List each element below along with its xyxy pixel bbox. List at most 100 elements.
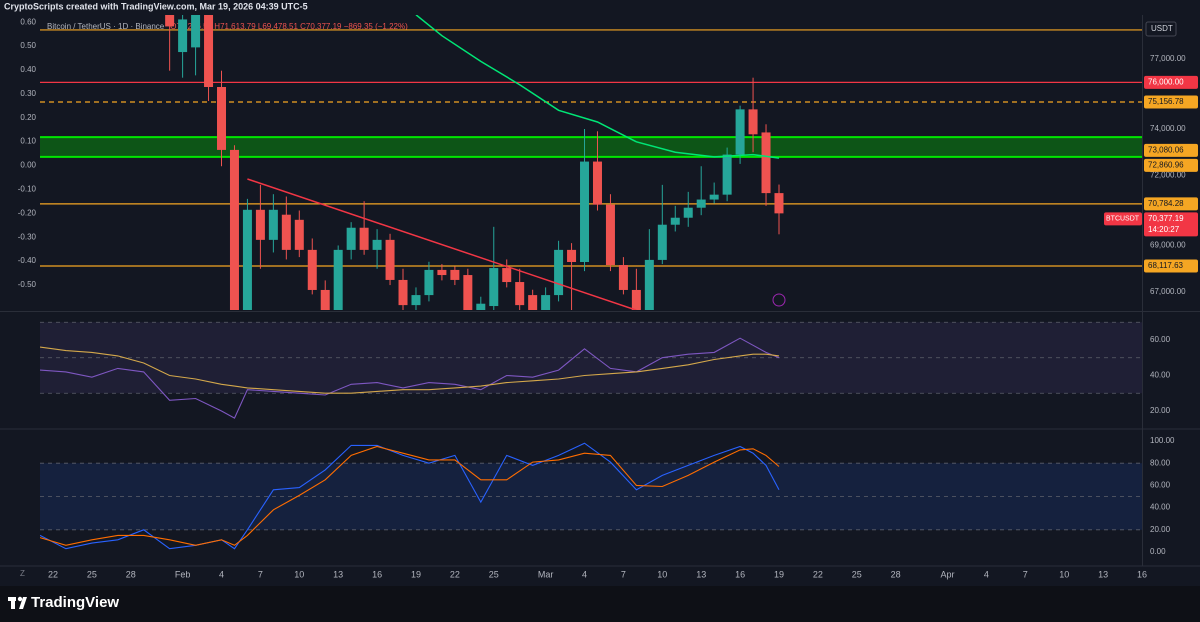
unit-box — [1145, 21, 1177, 37]
candle-body — [761, 132, 771, 194]
plot-area — [40, 15, 1142, 310]
band — [40, 322, 1142, 394]
x-tick-label: 28 — [126, 569, 136, 579]
y2-tick-label: -0.10 — [18, 184, 37, 193]
x-tick-label: Feb — [175, 569, 191, 579]
x-tick-label: 28 — [891, 569, 901, 579]
candle-body — [294, 219, 304, 250]
y2-tick-label: -0.50 — [18, 280, 37, 289]
x-tick-label: 10 — [1059, 569, 1069, 579]
price-label-box — [1144, 212, 1198, 237]
price-label: 72,860.96 — [1148, 160, 1184, 169]
candle-body — [683, 207, 693, 218]
candle-body — [165, 15, 175, 27]
trendline — [247, 178, 637, 310]
candle-body — [722, 154, 732, 195]
countdown: 14:20:27 — [1148, 225, 1180, 234]
candle-body — [359, 227, 369, 250]
price-label-box — [1144, 197, 1198, 211]
candle-body — [644, 259, 654, 310]
candle-body — [307, 249, 317, 290]
candle-body — [774, 193, 784, 214]
candle-body — [696, 199, 706, 208]
candle-body — [372, 239, 382, 250]
moving-average — [415, 15, 780, 159]
candle-body — [567, 249, 577, 262]
logo-shape — [11, 597, 15, 609]
candle-body — [476, 303, 486, 310]
x-tick-label: 4 — [582, 569, 587, 579]
y2-tick-label: 0.20 — [20, 113, 36, 122]
candle-body — [463, 275, 473, 310]
candle-body — [528, 295, 538, 310]
y2-tick-label: -0.40 — [18, 256, 37, 265]
x-tick-label: 7 — [1023, 569, 1028, 579]
y-tick-label: 69,000.00 — [1150, 241, 1186, 250]
candle-body — [541, 295, 551, 310]
y-tick-label: 60.00 — [1150, 481, 1171, 490]
candle-body — [268, 209, 278, 240]
candle-body — [709, 194, 719, 200]
x-tick-label: 25 — [489, 569, 499, 579]
y-unit: USDT — [1151, 24, 1173, 33]
y-tick-label: 20.00 — [1150, 525, 1171, 534]
x-tick-label: 22 — [813, 569, 823, 579]
y-tick-label: 72,000.00 — [1150, 171, 1186, 180]
y-tick-label: 0.00 — [1150, 547, 1166, 556]
y-tick-label: 67,000.00 — [1150, 287, 1186, 296]
footer-logo — [8, 596, 27, 609]
y2-tick-label: 0.50 — [20, 41, 36, 50]
price-label: 70,377.19 — [1148, 214, 1184, 223]
y-tick-label: 74,000.00 — [1150, 124, 1186, 133]
price-label: 68,117.63 — [1148, 261, 1184, 270]
x-tick-label: 16 — [1137, 569, 1147, 579]
candle-body — [670, 217, 680, 225]
candle-body — [333, 249, 343, 310]
symbol-title: Bitcoin / TetherUS · 1D · Binance — [47, 22, 165, 31]
price-label-box — [1144, 158, 1198, 172]
candle-body — [385, 239, 395, 280]
candle-body — [631, 289, 641, 310]
price-label-box — [1144, 143, 1198, 157]
x-tick-label: 22 — [48, 569, 58, 579]
candle-body — [657, 224, 667, 260]
y2-tick-label: 0.60 — [20, 17, 36, 26]
x-tick-label: 25 — [87, 569, 97, 579]
logo-shape — [17, 596, 23, 602]
candle-body — [204, 15, 214, 88]
y-tick-label: 100.00 — [1150, 436, 1175, 445]
candle-body — [424, 269, 434, 296]
x-tick-label: 13 — [1098, 569, 1108, 579]
x-tick-label: 16 — [735, 569, 745, 579]
candle-body — [580, 161, 590, 262]
band — [40, 463, 1142, 530]
x-tick-label: 7 — [621, 569, 626, 579]
candle-body — [489, 268, 499, 307]
y2-tick-label: 0.30 — [20, 89, 36, 98]
zoom-button[interactable]: Z — [20, 569, 25, 578]
indicator-line — [40, 445, 780, 546]
candle-body — [191, 15, 201, 48]
candle-body — [398, 279, 408, 306]
candle-body — [735, 109, 745, 155]
ohlc-values: O71,246.54 H71,613.79 L69,478.51 C70,377… — [170, 22, 408, 31]
x-tick-label: 16 — [372, 569, 382, 579]
candle-body — [502, 268, 512, 283]
candle-body — [592, 161, 602, 205]
x-tick-label: 10 — [657, 569, 667, 579]
logo-shape — [19, 597, 27, 609]
candle-body — [255, 209, 265, 240]
x-tick-label: 4 — [219, 569, 224, 579]
price-label-box — [1144, 95, 1198, 109]
event-icon — [772, 293, 786, 307]
indicator-line — [40, 337, 780, 419]
candle-body — [411, 295, 421, 306]
candle-body — [618, 265, 628, 290]
y-tick-label: 40.00 — [1150, 503, 1171, 512]
y2-tick-label: 0.40 — [20, 65, 36, 74]
candle-body — [346, 227, 356, 250]
candle-body — [554, 249, 564, 296]
y-tick-label: 77,000.00 — [1150, 54, 1186, 63]
price-label-box — [1144, 259, 1198, 273]
candle-body — [242, 209, 252, 310]
